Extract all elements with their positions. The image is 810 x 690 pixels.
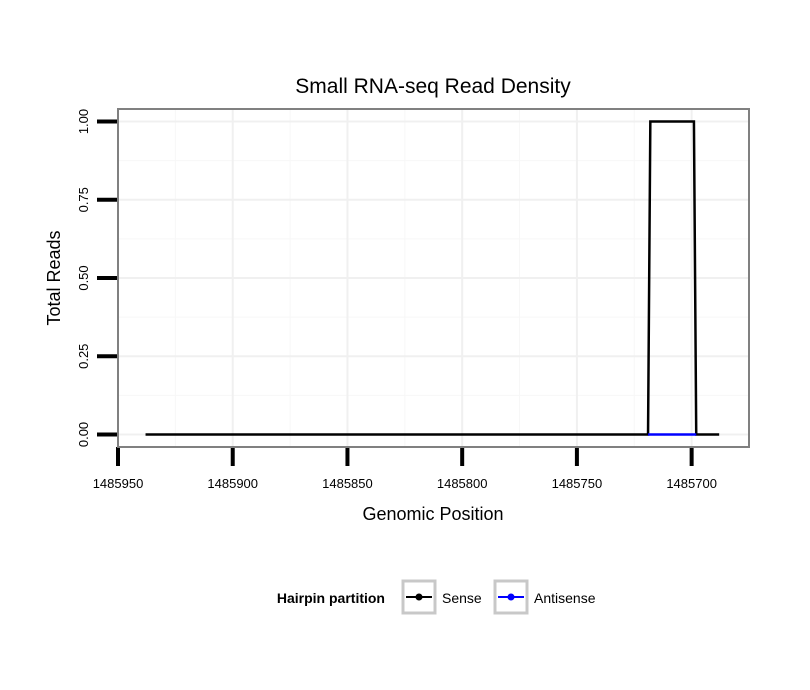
y-tick-label: 0.50 [76,265,91,290]
x-tick-label: 1485700 [666,476,717,491]
legend-item-antisense: Antisense [493,579,596,615]
series-line-sense [145,120,720,436]
y-tick-label: 0.75 [76,187,91,212]
chart-title: Small RNA-seq Read Density [295,75,571,98]
x-axis-title: Genomic Position [362,504,503,524]
y-axis-title: Total Reads [44,230,64,325]
y-tick-label: 1.00 [76,109,91,134]
panel-border [117,108,750,448]
legend-label: Sense [442,590,482,606]
legend-key-point [415,593,423,601]
legend: Hairpin partition Sense Antisense [277,579,596,615]
x-tick-label: 1485750 [552,476,603,491]
x-tick-label: 1485800 [437,476,488,491]
legend-key-point [507,593,515,601]
legend-item-sense: Sense [401,579,482,615]
x-tick-label: 1485900 [207,476,258,491]
y-tick-label: 0.00 [76,422,91,447]
x-tick-label: 1485850 [322,476,373,491]
series-group [145,120,720,436]
legend-items: Sense Antisense [401,579,596,615]
y-tick-label: 0.25 [76,344,91,369]
legend-label: Antisense [534,590,596,606]
x-tick-label: 1485950 [93,476,144,491]
y-axis: 0.00 0.25 0.50 0.75 1.00 [76,109,118,447]
x-axis: 1485950 1485900 1485850 1485800 1485750 14857… [93,447,717,491]
legend-title: Hairpin partition [277,590,385,606]
